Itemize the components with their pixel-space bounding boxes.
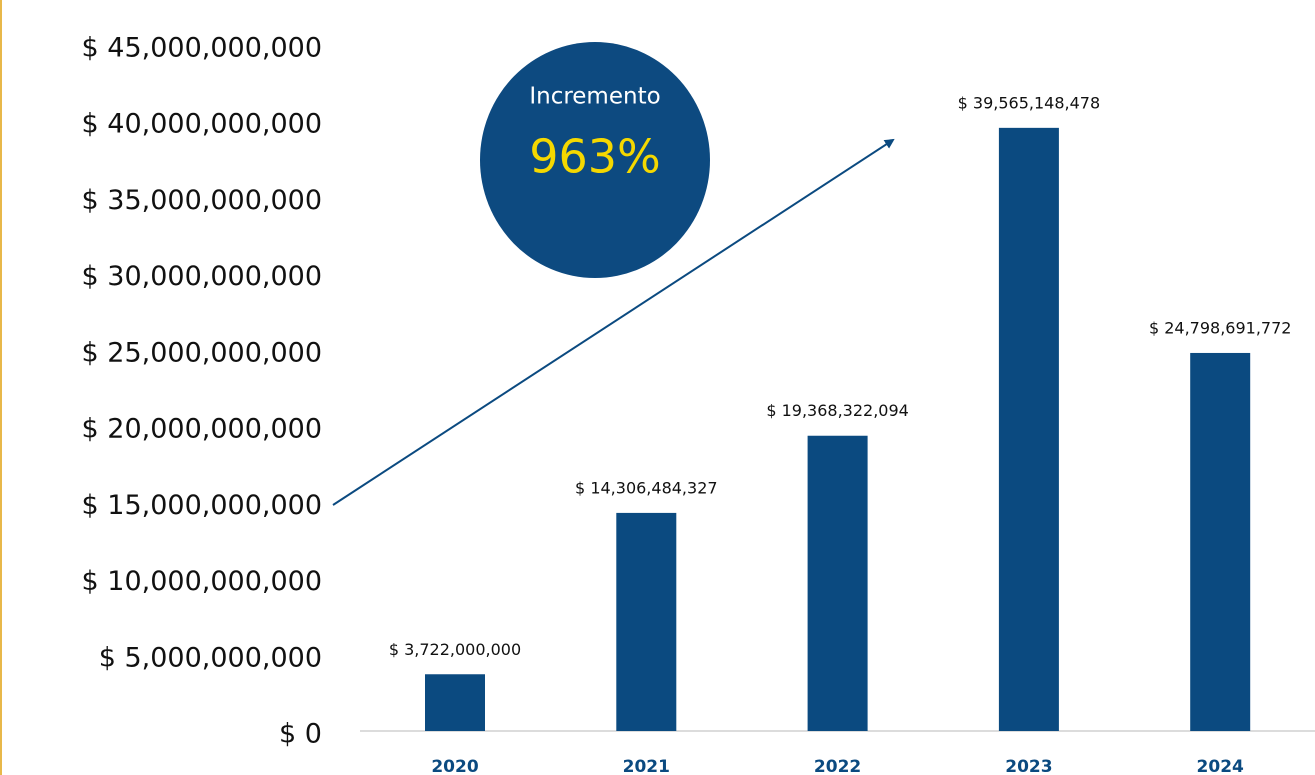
bar bbox=[425, 674, 485, 731]
y-tick-label: $ 5,000,000,000 bbox=[99, 642, 322, 673]
y-tick-label: $ 45,000,000,000 bbox=[82, 33, 322, 64]
value-label: $ 24,798,691,772 bbox=[1149, 318, 1292, 337]
y-tick-label: $ 20,000,000,000 bbox=[82, 414, 322, 445]
x-tick-label: 2024 bbox=[1197, 757, 1244, 775]
y-tick-label: $ 25,000,000,000 bbox=[82, 337, 322, 368]
value-label: $ 14,306,484,327 bbox=[575, 478, 718, 497]
y-tick-label: $ 35,000,000,000 bbox=[82, 185, 322, 216]
value-label: $ 3,722,000,000 bbox=[389, 640, 521, 659]
bar bbox=[807, 435, 868, 731]
value-label: $ 39,565,148,478 bbox=[958, 93, 1101, 112]
y-tick-label: $ 0 bbox=[279, 719, 322, 750]
x-tick-label: 2023 bbox=[1005, 757, 1052, 775]
value-label: $ 19,368,322,094 bbox=[766, 401, 909, 420]
x-tick-label: 2022 bbox=[814, 757, 861, 775]
bar bbox=[1190, 352, 1251, 731]
badge-value: 963% bbox=[529, 130, 661, 184]
x-tick-label: 2020 bbox=[431, 757, 478, 775]
bar bbox=[998, 127, 1059, 731]
y-tick-label: $ 10,000,000,000 bbox=[82, 566, 322, 597]
y-tick-label: $ 40,000,000,000 bbox=[82, 109, 322, 140]
y-tick-label: $ 30,000,000,000 bbox=[82, 261, 322, 292]
bar bbox=[616, 512, 677, 731]
increment-badge bbox=[480, 42, 710, 278]
badge-label: Incremento bbox=[529, 84, 660, 110]
trend-arrow bbox=[332, 138, 895, 506]
x-tick-label: 2021 bbox=[623, 757, 670, 775]
y-tick-label: $ 15,000,000,000 bbox=[82, 490, 322, 521]
left-border bbox=[0, 0, 2, 775]
